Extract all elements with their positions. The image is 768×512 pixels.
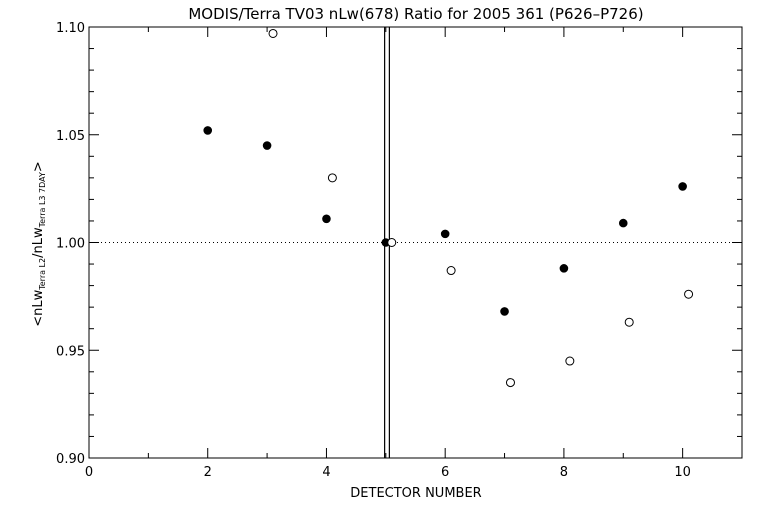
plot-frame — [88, 26, 743, 459]
x-axis-label: DETECTOR NUMBER — [350, 486, 481, 501]
x-tick-label: 2 — [204, 465, 212, 480]
y-label-sub2: Terra L3 7DAY — [38, 172, 47, 228]
filled-point — [559, 264, 569, 273]
open-point — [624, 317, 634, 327]
axis-ticks — [88, 26, 743, 459]
y-tick-label: 1.10 — [56, 21, 85, 36]
open-point — [327, 173, 337, 183]
open-point — [446, 266, 456, 276]
filled-point — [203, 126, 213, 135]
y-tick-label: 1.00 — [56, 237, 85, 252]
chart-title: MODIS/Terra TV03 nLw(678) Ratio for 2005… — [188, 5, 643, 23]
y-tick-label: 0.95 — [56, 344, 85, 359]
y-label-suffix: > — [31, 161, 46, 172]
tick-labels: 0 2 4 6 8 10 0.90 0.95 1.00 1.05 1.10 — [56, 21, 691, 480]
x-tick-label: 0 — [85, 465, 93, 480]
filled-point — [440, 229, 450, 239]
open-point — [565, 356, 575, 366]
filled-point — [618, 218, 628, 228]
open-point — [268, 28, 278, 38]
open-point — [387, 238, 397, 247]
y-label-prefix: <nLw — [31, 289, 46, 326]
x-tick-label: 10 — [674, 465, 691, 480]
x-tick-label: 6 — [441, 465, 449, 480]
open-point — [684, 289, 694, 299]
x-tick-label: 4 — [322, 465, 330, 480]
filled-point — [500, 307, 509, 316]
filled-point — [262, 141, 272, 150]
y-label-middle: /nLw — [31, 227, 46, 258]
open-point — [505, 378, 515, 388]
filled-point — [322, 214, 331, 224]
y-axis-label: <nLwTerra L2/nLwTerra L3 7DAY> — [31, 161, 47, 327]
data-points — [203, 28, 694, 388]
y-tick-label: 1.05 — [56, 129, 85, 144]
filled-point — [678, 182, 687, 191]
y-label-sub1: Terra L2 — [38, 258, 47, 291]
x-tick-label: 8 — [560, 465, 568, 480]
y-tick-label: 0.90 — [56, 452, 85, 467]
